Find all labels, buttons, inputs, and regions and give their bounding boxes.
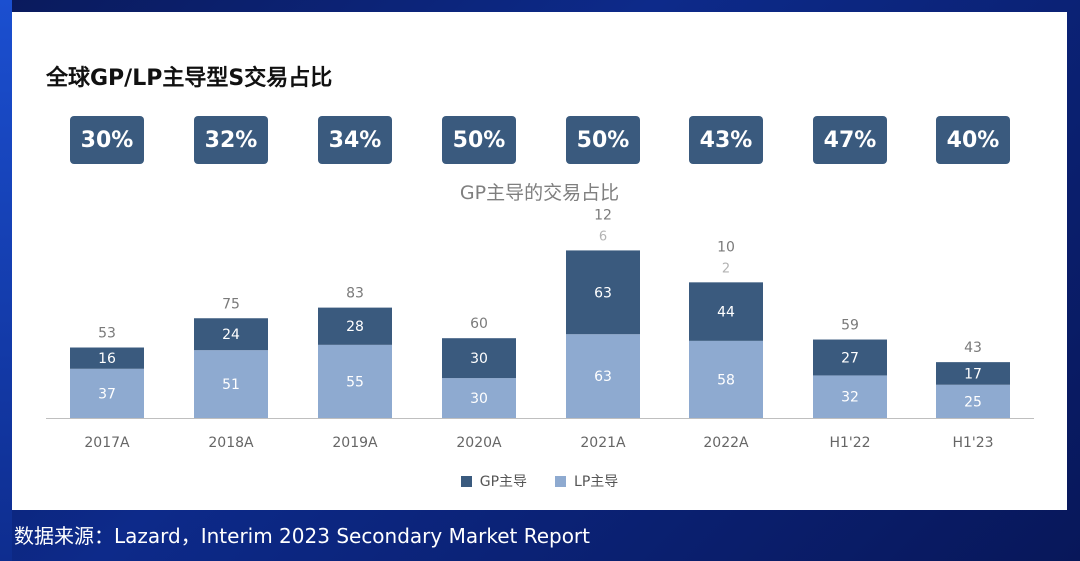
gp-share-box: 43% <box>689 116 763 164</box>
bar-lp <box>70 368 144 418</box>
legend-swatch-gp <box>460 475 472 487</box>
data-label-lp: 25 <box>964 394 982 410</box>
left-accent-bar <box>0 0 12 561</box>
total-label: 43 <box>964 340 982 356</box>
data-label-gp: 30 <box>470 351 488 367</box>
legend: GP主导 LP主导 <box>12 471 1067 491</box>
bar-gp <box>813 339 887 376</box>
x-tick-label: 2021A <box>580 435 626 451</box>
total-label: 75 <box>222 296 240 312</box>
total-label: 53 <box>98 326 116 342</box>
chart-card: 全球GP/LP主导型S交易占比 30% 32% 34% 50% 50% 43% 47% 40%… <box>12 12 1067 510</box>
gp-share-box: 50% <box>442 116 516 164</box>
data-label-lp: 55 <box>346 374 364 390</box>
data-label-lp: 37 <box>98 386 116 402</box>
gp-share-box: 47% <box>813 116 887 164</box>
legend-label-gp: GP主导 <box>479 474 528 490</box>
gp-share-box: 30% <box>70 116 144 164</box>
bar-gp <box>442 338 516 379</box>
total-label: 60 <box>470 316 488 332</box>
bar-lp <box>813 375 887 418</box>
page-title: 全球GP/LP主导型S交易占比 <box>46 66 333 91</box>
data-label-lp: 30 <box>470 391 488 407</box>
bar-lp <box>194 350 268 418</box>
data-label-gp: 28 <box>346 319 364 335</box>
gp-share-box: 40% <box>936 116 1010 164</box>
data-label-gp: 63 <box>594 285 612 301</box>
data-label-lp: 32 <box>841 390 859 406</box>
bar-gp <box>936 362 1010 385</box>
gp-share-box: 34% <box>318 116 392 164</box>
data-label-lp: 58 <box>717 372 735 388</box>
data-label-gp: 24 <box>222 327 240 343</box>
data-label-gp: 16 <box>98 351 116 367</box>
bar-lp <box>936 384 1010 418</box>
total-label: 83 <box>346 286 364 302</box>
data-label-lp: 51 <box>222 377 240 393</box>
bar-lp <box>318 344 392 418</box>
bar-lp <box>566 334 640 418</box>
bar-gp <box>194 318 268 351</box>
x-tick-label: 2020A <box>456 435 502 451</box>
bar-lp <box>442 378 516 418</box>
x-tick-label: 2017A <box>84 435 130 451</box>
legend-label-lp: LP主导 <box>574 474 619 490</box>
bar-gp <box>689 282 763 341</box>
bar-gp <box>566 250 640 335</box>
stacked-bar-chart: 37 16 53 2017A 51 24 75 2018A 55 28 83 2019A 30 30 60 2… <box>46 207 1034 451</box>
total-label: 59 <box>841 318 859 334</box>
bar-gp <box>318 307 392 345</box>
total-label: 12 <box>594 207 612 223</box>
x-tick-label: 2018A <box>208 435 254 451</box>
data-label-gp: 44 <box>717 305 735 321</box>
chart-title: GP主导的交易占比 <box>459 182 620 204</box>
bar-gp <box>70 347 144 369</box>
data-label-lp: 63 <box>594 369 612 385</box>
x-tick-label: H1'23 <box>952 435 993 451</box>
x-tick-label: 2019A <box>332 435 378 451</box>
legend-swatch-lp <box>555 475 567 487</box>
bar-lp <box>689 340 763 418</box>
x-tick-label: H1'22 <box>829 435 870 451</box>
legend-item-lp: LP主导 <box>555 471 618 491</box>
total-label: 2 <box>722 261 730 276</box>
x-tick-label: 2022A <box>703 435 749 451</box>
source-note: 数据来源：Lazard，Interim 2023 Secondary Marke… <box>14 524 590 548</box>
data-label-gp: 27 <box>841 350 859 366</box>
gp-share-box: 32% <box>194 116 268 164</box>
total-label: 10 <box>717 239 735 255</box>
gp-share-box: 50% <box>566 116 640 164</box>
total-label: 6 <box>599 229 607 244</box>
legend-item-gp: GP主导 <box>460 471 528 491</box>
data-label-gp: 17 <box>964 366 982 382</box>
